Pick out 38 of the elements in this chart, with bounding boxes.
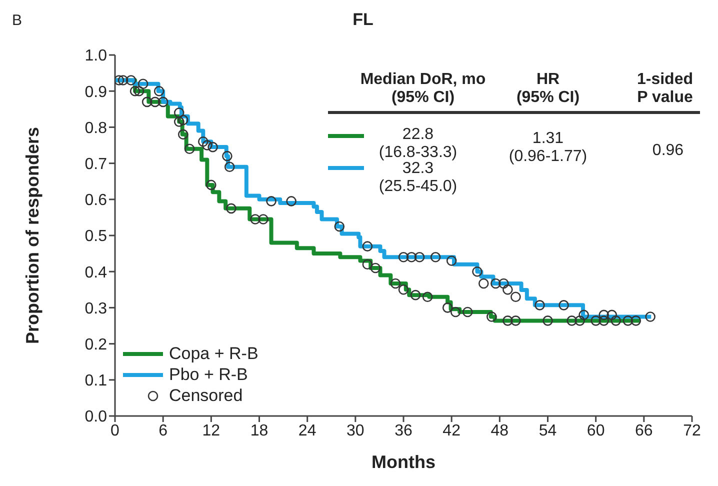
annotation: Median DoR, mo (95% CI) — [359, 71, 487, 107]
legend-label: Pbo + R-B — [169, 364, 248, 384]
annotation: 32.3 (25.5-45.0) — [378, 160, 458, 196]
annotation: 1.31 (0.96-1.77) — [508, 130, 588, 166]
x-tick-label: 12 — [202, 422, 220, 440]
x-tick-label: 48 — [490, 422, 509, 440]
annotation: HR (95% CI) — [515, 71, 581, 107]
x-tick-label: 54 — [538, 422, 557, 440]
legend-label: Copa + R-B — [169, 344, 258, 364]
y-tick-label: 1.0 — [84, 48, 108, 65]
x-tick-label: 66 — [635, 422, 653, 440]
y-tick-label: 0.3 — [84, 300, 108, 318]
x-tick-label: 36 — [394, 422, 412, 440]
text: B — [12, 12, 24, 30]
y-tick-label: 0.2 — [84, 336, 108, 354]
legend-label: Censored — [169, 386, 243, 406]
y-axis-title: Proportion of responders — [22, 126, 42, 344]
chart-title: FL — [352, 10, 374, 29]
y-tick-label: 0.7 — [84, 156, 108, 173]
y-tick-label: 0.1 — [84, 372, 108, 390]
x-tick-label: 18 — [250, 422, 268, 440]
y-tick-label: 0.0 — [84, 408, 108, 426]
x-tick-label: 30 — [346, 422, 364, 440]
annotation: 1-sided P value — [636, 71, 694, 107]
y-tick-label: 0.9 — [84, 84, 108, 101]
x-tick-label: 60 — [586, 422, 605, 440]
x-tick-label: 6 — [158, 422, 168, 440]
y-tick-label: 0.5 — [84, 228, 108, 246]
annotation: 22.8 (16.8-33.3) — [378, 126, 458, 162]
x-tick-label: 0 — [110, 422, 120, 440]
x-axis-title: Months — [372, 452, 436, 472]
x-tick-label: 42 — [442, 422, 461, 440]
y-tick-label: 0.6 — [84, 192, 108, 210]
x-tick-label: 72 — [683, 422, 701, 440]
y-tick-label: 0.4 — [84, 264, 108, 282]
y-tick-label: 0.8 — [84, 120, 108, 137]
x-tick-label: 24 — [298, 422, 316, 440]
annotation: 0.96 — [651, 142, 685, 160]
